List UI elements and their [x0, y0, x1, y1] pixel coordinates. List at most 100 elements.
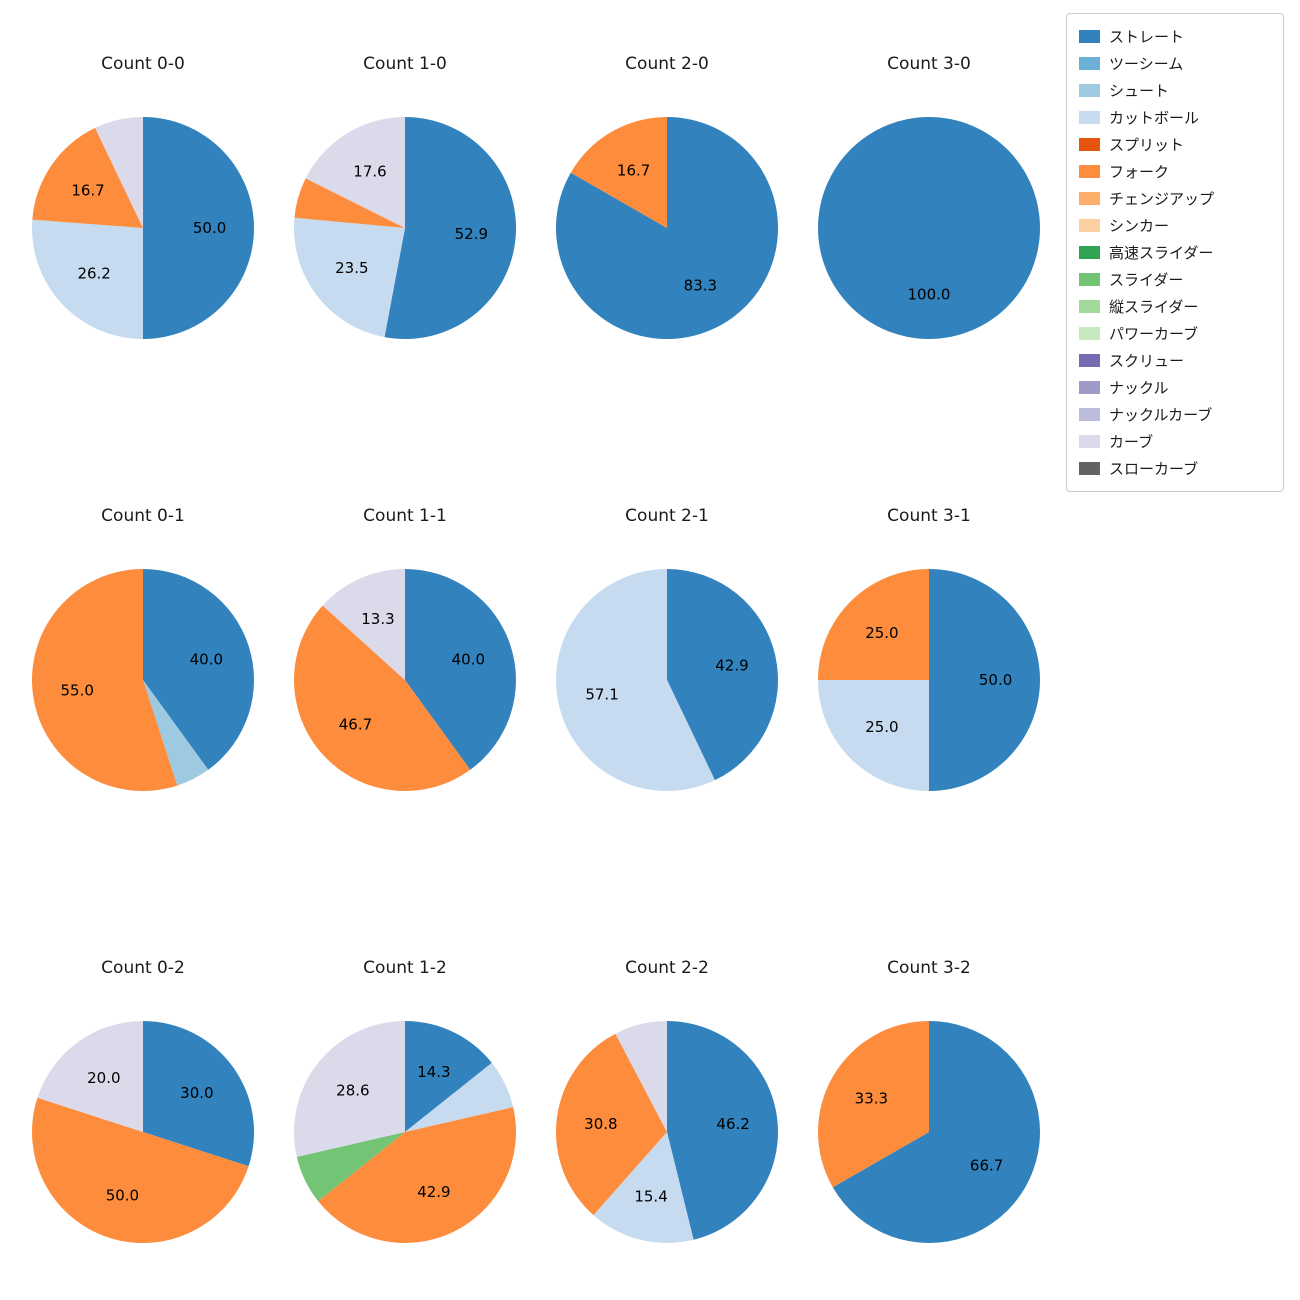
- pie-percentage-label: 46.2: [716, 1115, 749, 1133]
- pie-percentage-label: 20.0: [87, 1069, 120, 1087]
- pie-percentage-label: 40.0: [452, 650, 485, 668]
- pie-slice: [32, 569, 178, 791]
- pie-percentage-label: 13.3: [361, 610, 394, 628]
- legend-item: カーブ: [1079, 428, 1271, 455]
- pie-chart-count-1-2: Count 1-2 14.3 42.9 28.6: [274, 950, 536, 1250]
- legend-item: ストレート: [1079, 23, 1271, 50]
- pie-percentage-label: 33.3: [855, 1090, 888, 1108]
- legend-label: ストレート: [1109, 28, 1185, 46]
- pie-slice: [818, 117, 1040, 339]
- pie-chart-count-3-0: Count 3-0 100.0: [798, 46, 1060, 346]
- pie-slice: [570, 117, 667, 228]
- legend-item: スプリット: [1079, 131, 1271, 158]
- pie-svg: 52.9 23.5 17.6: [294, 117, 517, 339]
- pie-percentage-label: 16.7: [617, 161, 650, 179]
- legend-label: 高速スライダー: [1109, 244, 1214, 262]
- chart-title: Count 1-2: [363, 958, 447, 978]
- pie-slice: [384, 117, 517, 339]
- legend-item: ナックル: [1079, 374, 1271, 401]
- chart-title: Count 1-1: [363, 506, 447, 526]
- pie-slice: [95, 117, 143, 228]
- pie-slice: [556, 117, 779, 339]
- legend-color-swatch: [1079, 381, 1100, 394]
- pie-svg: 83.3 16.7: [556, 117, 779, 339]
- legend-item: スローカーブ: [1079, 455, 1271, 482]
- pie-percentage-label: 30.8: [584, 1115, 617, 1133]
- pie-percentage-label: 23.5: [335, 259, 368, 277]
- pie-slice: [593, 1132, 694, 1243]
- legend-label: シュート: [1109, 82, 1170, 100]
- pie-percentage-label: 83.3: [684, 277, 717, 295]
- pie-chart-count-2-2: Count 2-2 46.2 15.4 30.8: [536, 950, 798, 1250]
- chart-title: Count 0-1: [101, 506, 185, 526]
- chart-title: Count 3-1: [887, 506, 971, 526]
- pie-slice: [556, 569, 715, 791]
- legend-item: シンカー: [1079, 212, 1271, 239]
- legend-color-swatch: [1079, 462, 1100, 475]
- pie-chart-count-0-2: Count 0-2 30.0 50.0 20.0: [12, 950, 274, 1250]
- chart-title: Count 0-2: [101, 958, 185, 978]
- pie-percentage-label: 50.0: [106, 1186, 139, 1204]
- pie-svg: 40.0 55.0: [32, 569, 254, 791]
- pie-percentage-label: 42.9: [715, 656, 748, 674]
- pie-chart-count-1-1: Count 1-1 40.0 46.7 13.3: [274, 498, 536, 798]
- legend-label: フォーク: [1109, 163, 1170, 181]
- pie-percentage-label: 25.0: [865, 624, 898, 642]
- pie-percentage-label: 52.9: [455, 225, 488, 243]
- legend: ストレート ツーシーム シュート カットボール スプリット フォーク チェンジアップ シンカー…: [1066, 13, 1284, 492]
- legend-item: シュート: [1079, 77, 1271, 104]
- legend-color-swatch: [1079, 57, 1100, 70]
- legend-label: チェンジアップ: [1109, 190, 1215, 208]
- legend-item: フォーク: [1079, 158, 1271, 185]
- pie-slice: [294, 1021, 405, 1157]
- pie-slice: [296, 1132, 405, 1202]
- chart-title: Count 3-0: [887, 54, 971, 74]
- chart-title: Count 1-0: [363, 54, 447, 74]
- pie-percentage-label: 28.6: [336, 1082, 369, 1100]
- pie-slice: [667, 1021, 778, 1240]
- legend-color-swatch: [1079, 300, 1100, 313]
- pie-percentage-label: 26.2: [77, 264, 110, 282]
- pie-percentage-label: 46.7: [339, 716, 372, 734]
- legend-color-swatch: [1079, 30, 1100, 43]
- legend-color-swatch: [1079, 111, 1100, 124]
- pie-slice: [37, 1021, 143, 1132]
- chart-title: Count 2-0: [625, 54, 709, 74]
- pie-percentage-label: 14.3: [417, 1063, 450, 1081]
- pie-slice: [143, 117, 254, 339]
- pie-svg: 46.2 15.4 30.8: [555, 1021, 778, 1243]
- pie-slice: [929, 569, 1040, 791]
- legend-item: 縦スライダー: [1079, 293, 1271, 320]
- pie-slice: [32, 127, 143, 228]
- pie-chart-count-2-1: Count 2-1 42.9 57.1: [536, 498, 798, 798]
- pie-slice: [818, 680, 929, 791]
- legend-item: スクリュー: [1079, 347, 1271, 374]
- pie-percentage-label: 42.9: [417, 1183, 450, 1201]
- pie-slice: [305, 117, 405, 228]
- pie-slice: [832, 1021, 1041, 1243]
- pie-percentage-label: 55.0: [61, 681, 94, 699]
- chart-title: Count 0-0: [101, 54, 185, 74]
- chart-title: Count 3-2: [887, 958, 971, 978]
- legend-label: スプリット: [1109, 136, 1185, 154]
- pie-svg: 14.3 42.9 28.6: [294, 1021, 516, 1244]
- legend-item: パワーカーブ: [1079, 320, 1271, 347]
- pie-percentage-label: 30.0: [180, 1084, 213, 1102]
- legend-color-swatch: [1079, 246, 1100, 259]
- pie-slice: [31, 1097, 249, 1244]
- pie-percentage-label: 50.0: [979, 671, 1012, 689]
- chart-title: Count 2-1: [625, 506, 709, 526]
- pie-chart-count-3-1: Count 3-1 50.0 25.0 25.0: [798, 498, 1060, 798]
- pie-percentage-label: 50.0: [193, 219, 226, 237]
- legend-label: カーブ: [1109, 433, 1154, 451]
- pie-svg: 30.0 50.0 20.0: [31, 1021, 255, 1244]
- legend-label: ツーシーム: [1109, 55, 1184, 73]
- pie-slice: [143, 569, 254, 770]
- pie-percentage-label: 40.0: [190, 650, 223, 668]
- pie-chart-count-1-0: Count 1-0 52.9 23.5 17.6: [274, 46, 536, 346]
- pie-slice: [615, 1021, 667, 1132]
- legend-label: スライダー: [1109, 271, 1184, 289]
- legend-label: スクリュー: [1109, 352, 1185, 370]
- pie-svg: 50.0 26.2 16.7: [32, 117, 254, 339]
